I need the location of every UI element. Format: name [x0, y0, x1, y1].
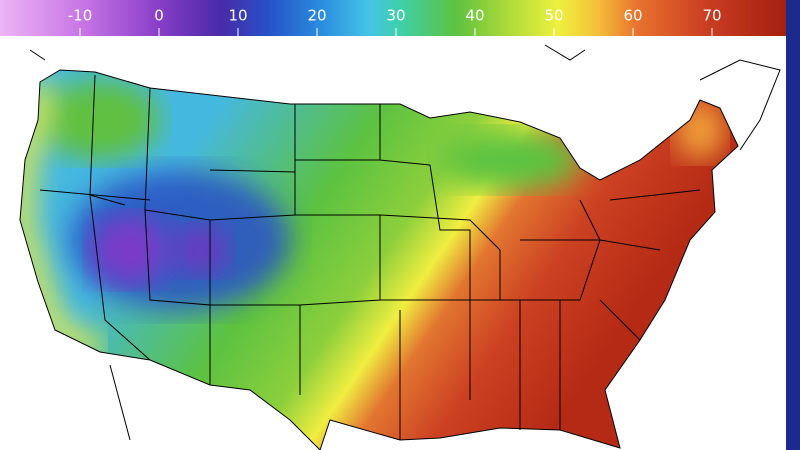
colorbar-tick-label: 10	[228, 7, 247, 25]
colorbar-tick-label: 20	[307, 7, 326, 25]
colorbar-tick-label: 50	[544, 7, 563, 25]
temperature-field	[20, 70, 738, 450]
colorbar-tick-label: 70	[702, 7, 721, 25]
colorbar-tick-label: -10	[68, 7, 93, 25]
colorbar-tick-label: 60	[623, 7, 642, 25]
colorbar-tick-label: 30	[386, 7, 405, 25]
frame-edge	[786, 0, 800, 450]
colorbar	[0, 0, 786, 36]
colorbar-tick-label: 0	[154, 7, 164, 25]
colorbar-tick-label: 40	[465, 7, 484, 25]
